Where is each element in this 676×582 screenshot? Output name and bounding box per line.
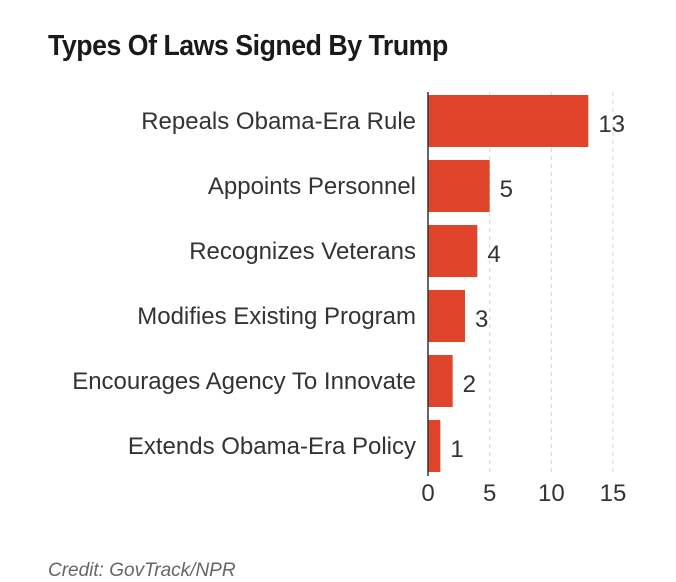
x-axis-ticks: 0 5 10 15 [421,480,626,507]
data-label: 5 [500,176,513,203]
bar [428,160,490,212]
bar [428,355,453,407]
category-label: Encourages Agency To Innovate [72,368,416,395]
data-label: 1 [450,436,463,463]
value-labels: 13 5 4 3 2 1 [450,111,625,463]
bar [428,290,465,342]
data-label: 3 [475,306,488,333]
bar [428,225,478,277]
chart-title: Types Of Laws Signed By Trump [48,30,448,62]
gridlines [489,92,614,476]
bars [428,95,589,472]
x-tick-label: 10 [538,480,565,507]
credit-text: Credit: GovTrack/NPR [48,560,236,581]
category-label: Repeals Obama-Era Rule [141,108,416,135]
x-tick-label: 15 [600,480,627,507]
category-label: Modifies Existing Program [137,303,416,330]
x-tick-label: 0 [421,480,434,507]
category-label: Recognizes Veterans [189,238,416,265]
data-label: 4 [487,241,500,268]
category-label: Appoints Personnel [208,173,416,200]
x-tick-label: 5 [483,480,496,507]
data-label: 2 [463,371,476,398]
bar [428,95,589,147]
category-label: Extends Obama-Era Policy [128,433,416,460]
bar [428,420,441,472]
category-labels: Repeals Obama-Era Rule Appoints Personnel… [72,108,416,460]
data-label: 13 [598,111,625,138]
